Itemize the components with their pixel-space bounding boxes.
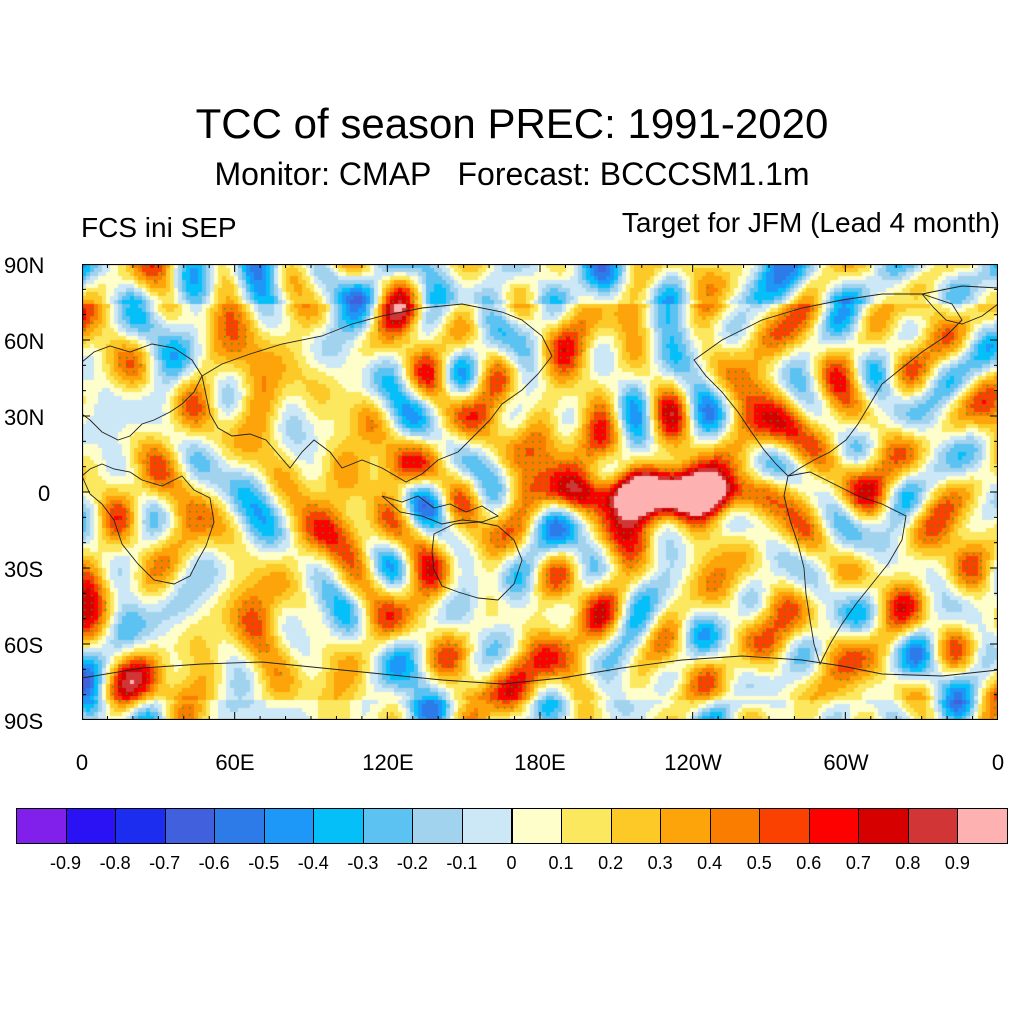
x-tick-label: 120W (664, 750, 722, 775)
plot-title: TCC of season PREC: 1991-2020 (195, 100, 829, 147)
map-panel (82, 264, 998, 720)
colorbar-tick-label: -0.7 (149, 853, 181, 873)
colorbar-swatch (461, 808, 513, 844)
x-tick-label: 0 (991, 750, 1005, 775)
colorbar-swatch (709, 808, 761, 844)
asia-coast (201, 303, 553, 483)
colorbar-tick-label: -0.9 (50, 853, 82, 873)
colorbar-tick-label: 0.7 (845, 853, 871, 873)
greenland-coast (921, 285, 998, 325)
colorbar-swatch (313, 808, 364, 844)
colorbar-tick-label: 0.9 (944, 853, 970, 873)
y-tick-label: 0 (38, 481, 51, 506)
colorbar-tick-label: -0.2 (396, 853, 428, 873)
colorbar-tick-label: 0.5 (746, 853, 772, 873)
colorbar-tick-label: 0.4 (697, 853, 723, 873)
australia-coast (431, 521, 523, 601)
africa-coast (82, 463, 215, 585)
y-tick-label: 90N (4, 253, 45, 278)
colorbar-tick-label: -0.1 (446, 853, 478, 873)
colorbar-swatch (907, 808, 959, 844)
target-label: Target for JFM (Lead 4 month) (621, 207, 1000, 238)
coastlines (82, 285, 998, 685)
plot-subtitle: Monitor: CMAP Forecast: BCCCSM1.1m (214, 156, 810, 192)
colorbar-swatch (759, 808, 810, 844)
colorbar-tick-label: -0.6 (198, 853, 230, 873)
x-tick-label: 60W (823, 750, 869, 775)
y-tick-label: 60N (4, 329, 45, 354)
colorbar-tick-label: 0.1 (548, 853, 574, 873)
colorbar-swatch (214, 808, 265, 844)
colorbar-tick-label: -0.8 (99, 853, 131, 873)
x-tick-label: 0 (75, 750, 89, 775)
colorbar-tick-label: 0.6 (796, 853, 822, 873)
colorbar-tick-label: 0 (506, 853, 517, 873)
y-tick-label: 60S (4, 633, 44, 658)
colorbar-swatch (561, 808, 612, 844)
y-tick-label: 90S (4, 709, 44, 734)
north-america-coast (693, 293, 963, 477)
tcc-field-map (82, 264, 998, 720)
indonesia-coast (381, 495, 500, 525)
colorbar-swatch (362, 808, 414, 844)
colorbar-swatch (115, 808, 166, 844)
x-tick-label: 60E (215, 750, 255, 775)
colorbar (16, 808, 1008, 844)
y-tick-label: 30S (4, 557, 44, 582)
colorbar-swatch (16, 808, 67, 844)
colorbar-tick-label: -0.5 (248, 853, 280, 873)
colorbar-swatch (164, 808, 216, 844)
europe-coast (82, 343, 203, 441)
x-tick-label: 180E (514, 750, 566, 775)
init-label: FCS ini SEP (81, 212, 237, 243)
colorbar-swatch (610, 808, 662, 844)
tick-marks (82, 264, 998, 720)
south-america-coast (783, 471, 907, 666)
colorbar-tick-label: 0.2 (598, 853, 624, 873)
colorbar-swatch (412, 808, 463, 844)
colorbar-swatch (511, 808, 563, 844)
map-frame (82, 264, 998, 720)
colorbar-swatch (808, 808, 860, 844)
colorbar-swatch (957, 808, 1008, 844)
y-tick-label: 30N (4, 405, 45, 430)
coastline-overlay (82, 264, 998, 720)
colorbar-swatch (65, 808, 117, 844)
x-tick-label: 120E (362, 750, 414, 775)
colorbar-tick-label: -0.3 (347, 853, 379, 873)
colorbar-swatch (263, 808, 315, 844)
antarctica-coast (82, 655, 998, 685)
colorbar-tick-label: 0.3 (647, 853, 673, 873)
colorbar-swatch (660, 808, 711, 844)
colorbar-swatch (858, 808, 909, 844)
colorbar-tick-label: 0.8 (895, 853, 921, 873)
colorbar-tick-label: -0.4 (297, 853, 329, 873)
